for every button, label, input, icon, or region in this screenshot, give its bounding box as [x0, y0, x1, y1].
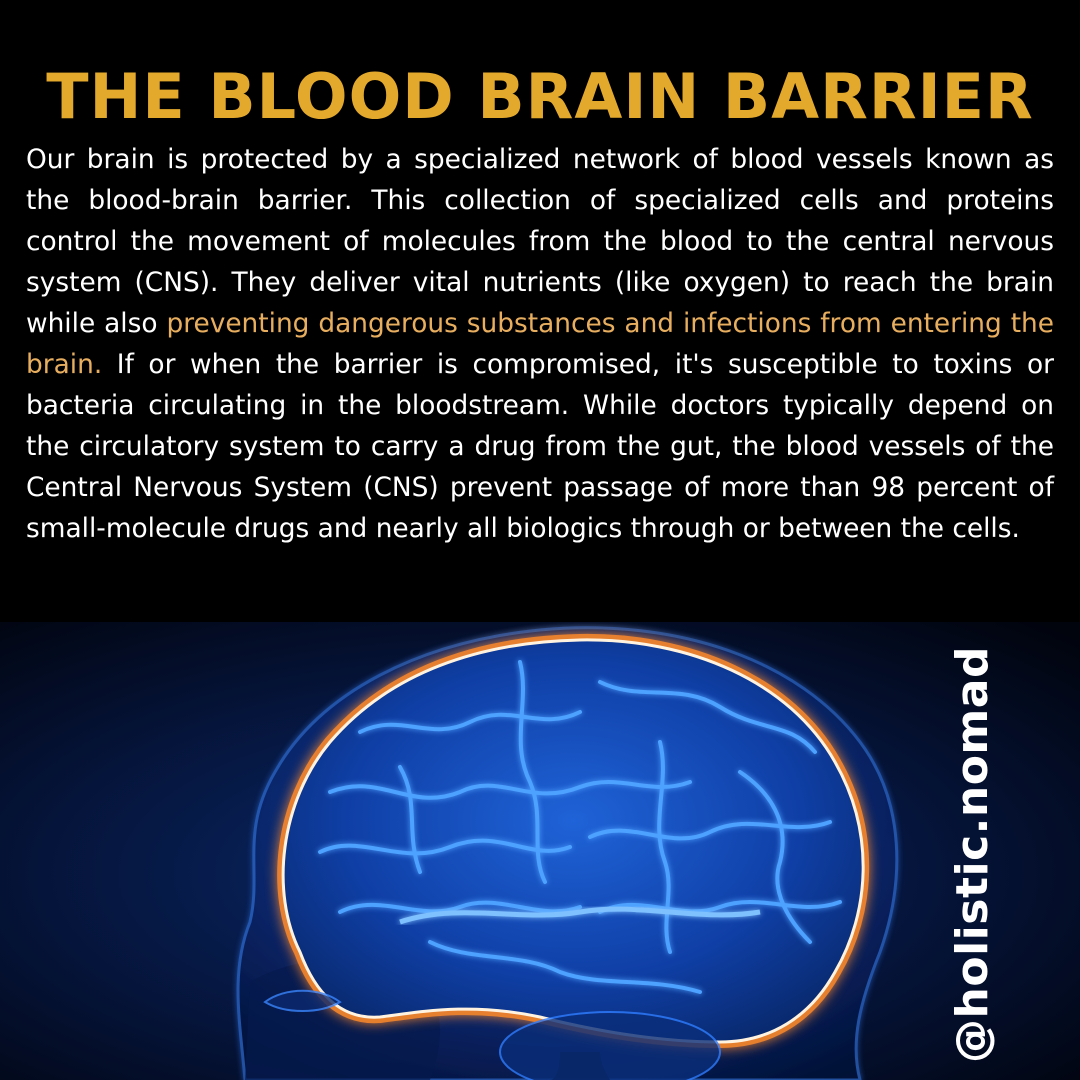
- paragraph-intro: Our brain is protected by a specialized …: [26, 144, 1054, 339]
- author-handle-text: @holistic.nomad: [946, 645, 998, 1063]
- description-paragraph: Our brain is protected by a specialized …: [26, 139, 1054, 549]
- lateral-sulcus: [399, 906, 761, 925]
- brain-illustration-svg: [0, 622, 1080, 1080]
- author-handle-watermark: @holistic.nomad: [922, 646, 1022, 1063]
- eye-shape: [263, 989, 342, 1012]
- post-title: THE BLOOD BRAIN BARRIER: [46, 59, 1034, 133]
- cerebellum: [499, 1011, 721, 1080]
- brain-folds: [318, 660, 842, 994]
- paragraph-highlight: preventing dangerous substances and infe…: [26, 308, 1055, 380]
- brain-illustration: [0, 622, 1080, 1080]
- brainstem: [550, 1052, 610, 1080]
- paragraph-rest: If or when the barrier is compromised, i…: [26, 349, 1054, 544]
